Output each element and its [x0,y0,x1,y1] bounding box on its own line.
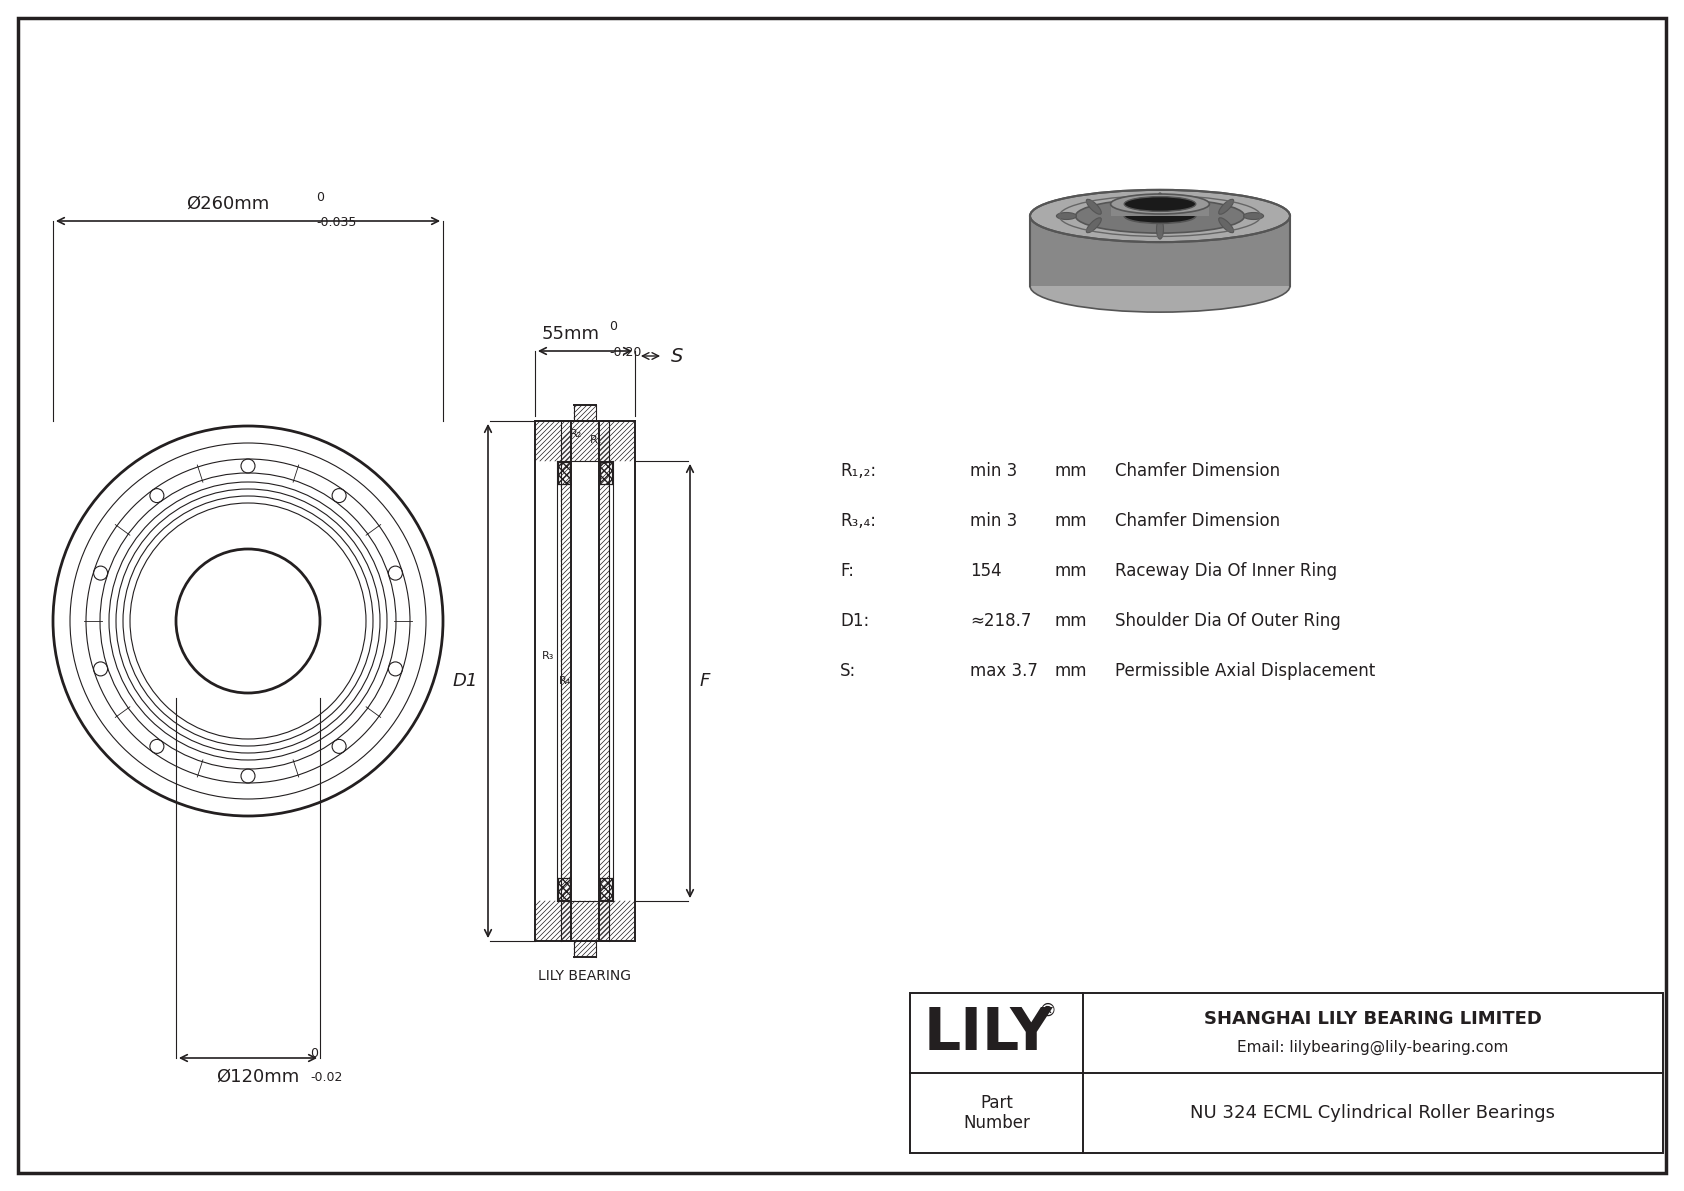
Bar [600,462,611,484]
Ellipse shape [1056,212,1076,219]
Text: D1: D1 [453,672,478,690]
Text: min 3: min 3 [970,512,1017,530]
Ellipse shape [1031,189,1290,242]
Text: Chamfer Dimension: Chamfer Dimension [1115,462,1280,480]
Text: Raceway Dia Of Inner Ring: Raceway Dia Of Inner Ring [1115,562,1337,580]
Ellipse shape [1243,212,1263,219]
Ellipse shape [1219,199,1234,214]
Text: ≈218.7: ≈218.7 [970,612,1031,630]
Text: Permissible Axial Displacement: Permissible Axial Displacement [1115,662,1376,680]
Text: D1:: D1: [840,612,869,630]
Text: Ø120mm: Ø120mm [216,1068,300,1086]
Text: S: S [670,347,684,366]
Text: -0.20: -0.20 [610,347,642,358]
Text: LILY BEARING: LILY BEARING [539,969,632,983]
Text: F:: F: [840,562,854,580]
Text: Ø260mm: Ø260mm [187,195,269,213]
Bar [557,462,569,484]
Bar [600,878,611,900]
Text: R₄: R₄ [559,676,571,686]
Text: mm: mm [1054,512,1088,530]
Text: mm: mm [1054,612,1088,630]
Text: R₁: R₁ [589,435,603,445]
Ellipse shape [1086,218,1101,232]
Text: Email: lilybearing@lily-bearing.com: Email: lilybearing@lily-bearing.com [1238,1040,1509,1054]
Text: max 3.7: max 3.7 [970,662,1037,680]
Bar [1111,204,1209,216]
Text: 0: 0 [310,1047,318,1060]
Bar [557,878,569,900]
Text: mm: mm [1054,662,1088,680]
Text: R₂: R₂ [569,429,583,439]
Text: -0.02: -0.02 [310,1071,342,1084]
Ellipse shape [1031,260,1290,312]
Text: 0: 0 [317,191,323,204]
Text: R₃,₄:: R₃,₄: [840,512,876,530]
Ellipse shape [1076,199,1244,233]
Text: SHANGHAI LILY BEARING LIMITED: SHANGHAI LILY BEARING LIMITED [1204,1010,1543,1028]
Text: min 3: min 3 [970,462,1017,480]
Ellipse shape [1125,208,1196,224]
Text: R₁,₂:: R₁,₂: [840,462,876,480]
Bar [1031,216,1290,286]
Text: mm: mm [1054,462,1088,480]
Text: Chamfer Dimension: Chamfer Dimension [1115,512,1280,530]
Bar [909,993,1664,1153]
Text: NU 324 ECML Cylindrical Roller Bearings: NU 324 ECML Cylindrical Roller Bearings [1191,1104,1556,1122]
Text: 154: 154 [970,562,1002,580]
Ellipse shape [1219,218,1234,232]
Text: 55mm: 55mm [542,325,600,343]
Text: -0.035: -0.035 [317,216,357,229]
Text: R₃: R₃ [542,651,554,661]
Ellipse shape [1125,197,1196,211]
Text: F: F [701,672,711,690]
Text: ®: ® [1039,1002,1056,1019]
Ellipse shape [1157,219,1164,239]
Text: LILY: LILY [925,1004,1052,1061]
Ellipse shape [1086,199,1101,214]
Ellipse shape [1111,194,1209,214]
Text: mm: mm [1054,562,1088,580]
Text: S:: S: [840,662,855,680]
Text: Shoulder Dia Of Outer Ring: Shoulder Dia Of Outer Ring [1115,612,1340,630]
Text: 0: 0 [610,320,616,333]
Ellipse shape [1157,193,1164,213]
Text: Part
Number: Part Number [963,1093,1031,1133]
